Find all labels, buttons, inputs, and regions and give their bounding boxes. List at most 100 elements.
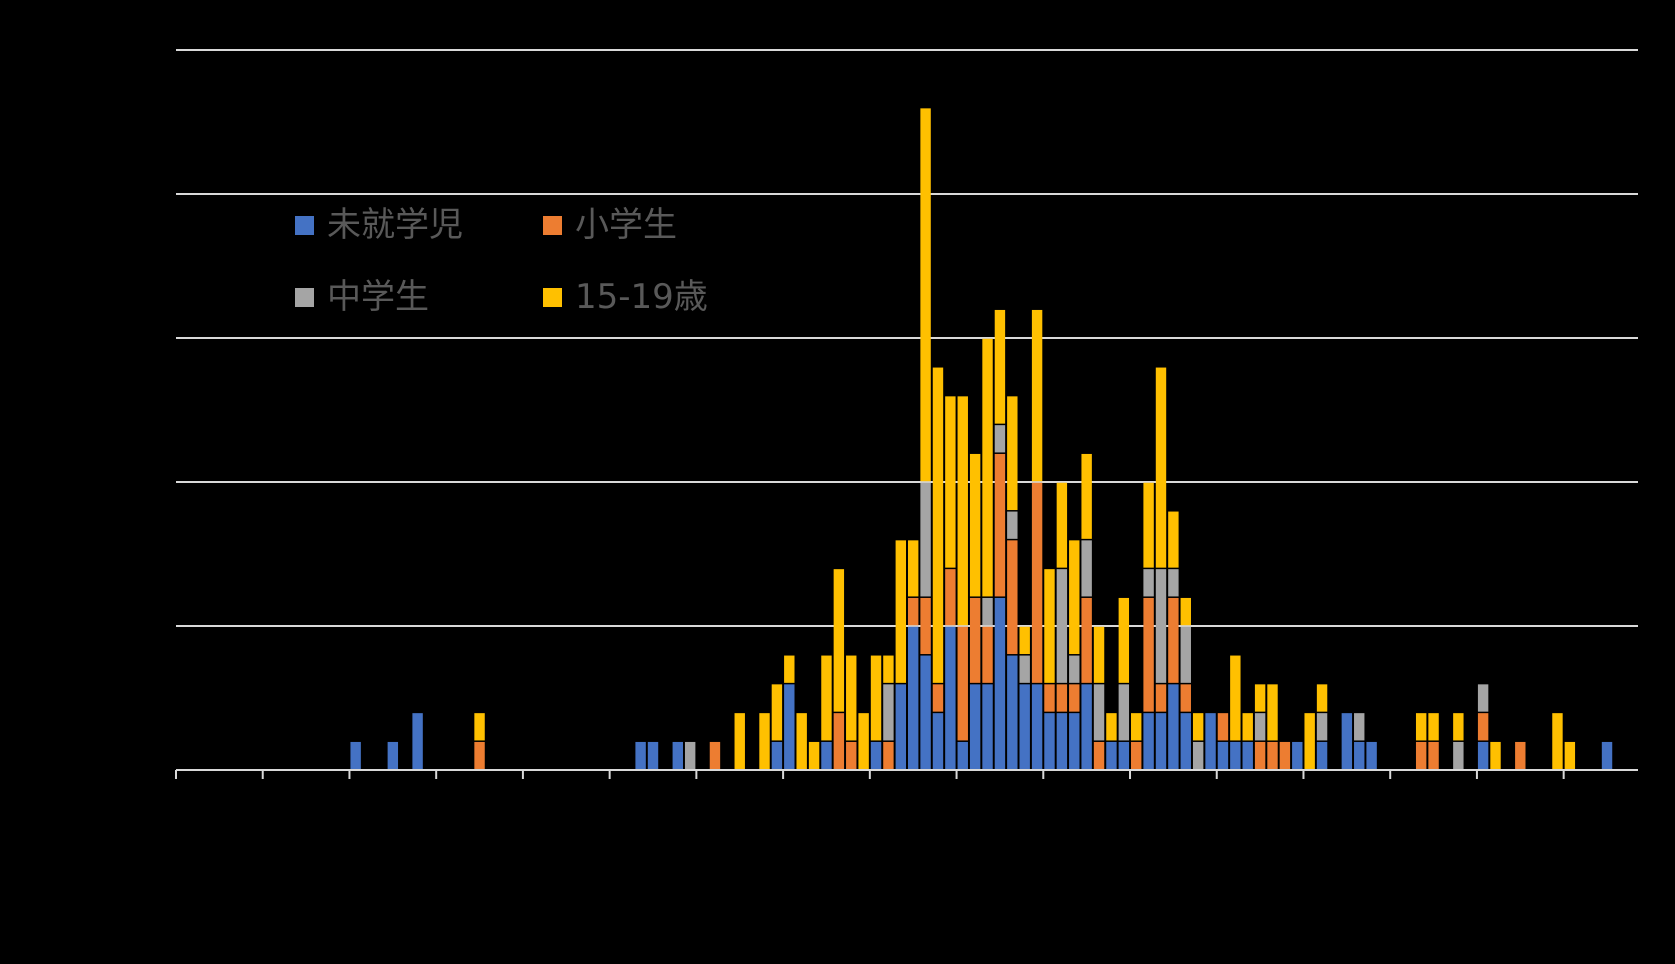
bar-segment xyxy=(1081,540,1092,597)
bar-segment xyxy=(1118,597,1130,683)
bar-segment xyxy=(858,713,869,770)
chart-legend: 未就学児 小学生 中学生 15-19歳 xyxy=(295,205,755,325)
legend-label-junior-high: 中学生 xyxy=(327,277,429,317)
bar-segment xyxy=(1477,684,1489,712)
bar-segment xyxy=(1007,511,1018,539)
bar-segment xyxy=(1242,741,1253,770)
bar-segment xyxy=(1056,713,1068,770)
bar-segment xyxy=(932,367,944,683)
bar-segment xyxy=(412,713,423,770)
bar-segment xyxy=(1217,741,1229,770)
bar-segment xyxy=(1168,684,1179,770)
bar-segment xyxy=(759,713,770,770)
bar-segment xyxy=(1192,741,1204,770)
bar-segment xyxy=(1069,684,1080,712)
bar-segment xyxy=(1292,741,1303,770)
bar-segment xyxy=(1601,741,1613,770)
legend-label-preschool: 未就学児 xyxy=(327,205,463,245)
bar-segment xyxy=(994,425,1006,453)
bar-segment xyxy=(969,597,981,683)
bar-segment xyxy=(1093,684,1105,741)
bar-segment xyxy=(1069,713,1080,770)
bar-segment xyxy=(672,741,683,770)
bar-segment xyxy=(1428,741,1439,770)
bar-segment xyxy=(1552,713,1563,770)
bar-segment xyxy=(1217,713,1229,741)
bar-segment xyxy=(1205,713,1216,770)
bar-segment xyxy=(833,713,845,770)
bar-segment xyxy=(1564,741,1576,770)
bar-segment xyxy=(1093,741,1105,770)
bar-segment xyxy=(1341,713,1353,770)
bar-segment xyxy=(982,684,993,770)
bar-segment xyxy=(1354,713,1365,741)
bar-segment xyxy=(1415,713,1427,741)
bar-segment xyxy=(982,338,993,597)
legend-swatch-elementary xyxy=(543,215,562,235)
legend-swatch-junior-high xyxy=(295,287,314,307)
bar-segment xyxy=(796,713,807,770)
bar-segment xyxy=(1143,569,1154,597)
bar-segment xyxy=(808,741,820,770)
bar-segment xyxy=(1155,367,1167,568)
bar-segment xyxy=(474,713,485,741)
bar-segment xyxy=(994,309,1006,424)
bar-series-group xyxy=(350,108,1613,770)
legend-item-preschool: 未就学児 xyxy=(295,205,463,245)
legend-swatch-preschool xyxy=(295,215,314,235)
bar-segment xyxy=(1477,713,1489,741)
bar-segment xyxy=(1168,511,1179,568)
bar-segment xyxy=(883,655,894,683)
bar-segment xyxy=(846,741,857,770)
bar-segment xyxy=(1515,741,1526,770)
legend-item-elementary: 小学生 xyxy=(543,205,677,245)
bar-segment xyxy=(945,396,956,568)
bar-segment xyxy=(1007,540,1018,655)
bar-segment xyxy=(1131,741,1142,770)
bar-segment xyxy=(1180,684,1191,712)
bar-segment xyxy=(907,626,919,770)
bar-segment xyxy=(1106,741,1117,770)
bar-segment xyxy=(684,741,696,770)
bar-segment xyxy=(945,569,956,626)
bar-segment xyxy=(1143,482,1154,568)
legend-item-age-15-19: 15-19歳 xyxy=(543,277,708,317)
bar-segment xyxy=(1304,713,1315,770)
bar-segment xyxy=(1056,569,1068,683)
bar-segment xyxy=(1019,655,1030,683)
bar-segment xyxy=(1155,684,1167,712)
bar-segment xyxy=(920,655,931,770)
bar-segment xyxy=(1428,713,1439,741)
bar-segment xyxy=(1069,540,1080,655)
bar-segment xyxy=(932,684,944,712)
bar-segment xyxy=(1044,684,1055,712)
bar-segment xyxy=(1415,741,1427,770)
bar-segment xyxy=(1056,482,1068,568)
bar-segment xyxy=(771,684,783,741)
bar-segment xyxy=(1453,741,1464,770)
bar-segment xyxy=(1155,713,1167,770)
bar-segment xyxy=(1477,741,1489,770)
bar-segment xyxy=(907,540,919,597)
bar-segment xyxy=(945,626,956,770)
bar-segment xyxy=(1093,626,1105,683)
bar-segment xyxy=(1143,597,1154,712)
bar-segment xyxy=(994,453,1006,597)
bar-segment xyxy=(895,540,907,683)
bar-segment xyxy=(1267,741,1278,770)
bar-segment xyxy=(1081,453,1092,539)
bar-segment xyxy=(734,713,745,770)
bar-segment xyxy=(1242,713,1253,741)
bar-segment xyxy=(1031,309,1043,482)
bar-segment xyxy=(895,684,907,770)
bar-segment xyxy=(1490,741,1501,770)
bar-segment xyxy=(883,684,894,741)
bar-segment xyxy=(1316,684,1328,712)
bar-segment xyxy=(846,655,857,741)
bar-segment xyxy=(1155,569,1167,683)
bar-segment xyxy=(784,684,795,770)
bar-segment xyxy=(1168,597,1179,683)
bar-segment xyxy=(957,396,968,626)
bar-segment xyxy=(1180,713,1191,770)
